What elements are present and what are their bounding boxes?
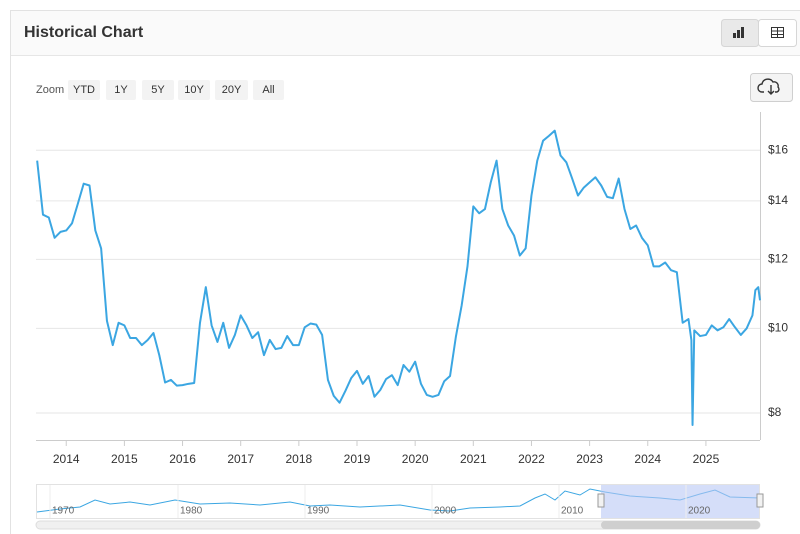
zoom-button-box[interactable] (253, 80, 284, 100)
x-tick-label: 2021 (460, 452, 487, 466)
y-tick-label: $8 (768, 405, 782, 419)
y-tick-label: $10 (768, 321, 788, 335)
x-tick-label: 2016 (169, 452, 196, 466)
zoom-button-label[interactable]: YTD (73, 84, 95, 96)
zoom-button[interactable]: 1Y (106, 80, 136, 100)
navigator-selection[interactable] (601, 485, 759, 518)
zoom-button[interactable]: All (253, 80, 284, 100)
icon (737, 30, 740, 38)
x-tick-label: 2024 (634, 452, 661, 466)
zoom-button[interactable]: YTD (68, 80, 100, 100)
navigator: 1970 1980 1990 2000 2010 2020 (35, 484, 764, 530)
navigator-label: 2020 (688, 506, 711, 517)
header-bar (11, 11, 800, 55)
zoom-button-label[interactable]: 10Y (184, 84, 204, 96)
x-tick-label: 2017 (227, 452, 254, 466)
x-tick-label: 2014 (53, 452, 80, 466)
navigator-label: 2010 (561, 506, 584, 517)
zoom-button-label[interactable]: 5Y (151, 84, 165, 96)
zoom-button-box[interactable] (68, 80, 100, 100)
x-tick-label: 2015 (111, 452, 138, 466)
icon (741, 27, 744, 38)
plot: $8 $10 $12 $14 $16 2014 2015 2016 2017 2018 2019 20… (36, 112, 788, 466)
navigator-handle[interactable] (756, 493, 764, 508)
zoom-button-label[interactable]: All (262, 84, 274, 96)
zoom-button-box[interactable] (106, 80, 136, 100)
x-tick-label: 2022 (518, 452, 545, 466)
zoom-button-box[interactable] (178, 80, 210, 100)
y-tick-label: $16 (768, 142, 788, 156)
download-icon (757, 78, 780, 95)
navigator-label: 2000 (434, 506, 457, 517)
navigator-label: 1970 (52, 506, 75, 517)
zoom-button[interactable]: 10Y (178, 80, 210, 100)
navigator-label: 1990 (307, 506, 330, 517)
y-tick-label: $12 (768, 251, 788, 265)
zoom-button[interactable]: 5Y (142, 80, 174, 100)
x-tick-label: 2020 (402, 452, 429, 466)
x-tick-label: 2025 (693, 452, 720, 466)
y-tick-label: $14 (768, 193, 788, 207)
zoom-buttons: YTD 1Y 5Y 10Y 20Y All (68, 80, 284, 100)
x-tick-label: 2019 (344, 452, 371, 466)
zoom-button-box[interactable] (142, 80, 174, 100)
price-line (36, 129, 761, 427)
view-toggle[interactable] (721, 19, 797, 47)
zoom-label: Zoom (36, 84, 64, 96)
header-title: Historical Chart (24, 24, 144, 41)
x-tick-label: 2018 (285, 452, 312, 466)
x-tick-label: 2023 (576, 452, 603, 466)
zoom-button-label[interactable]: 20Y (222, 84, 242, 96)
zoom-button-label[interactable]: 1Y (114, 84, 128, 96)
navigator-handle[interactable] (597, 493, 605, 508)
navigator-label: 1980 (180, 506, 203, 517)
zoom-button-box[interactable] (215, 80, 248, 100)
download-button[interactable] (750, 73, 793, 102)
scrollbar-thumb[interactable] (601, 521, 760, 529)
zoom-button[interactable]: 20Y (215, 80, 248, 100)
icon (733, 33, 736, 38)
